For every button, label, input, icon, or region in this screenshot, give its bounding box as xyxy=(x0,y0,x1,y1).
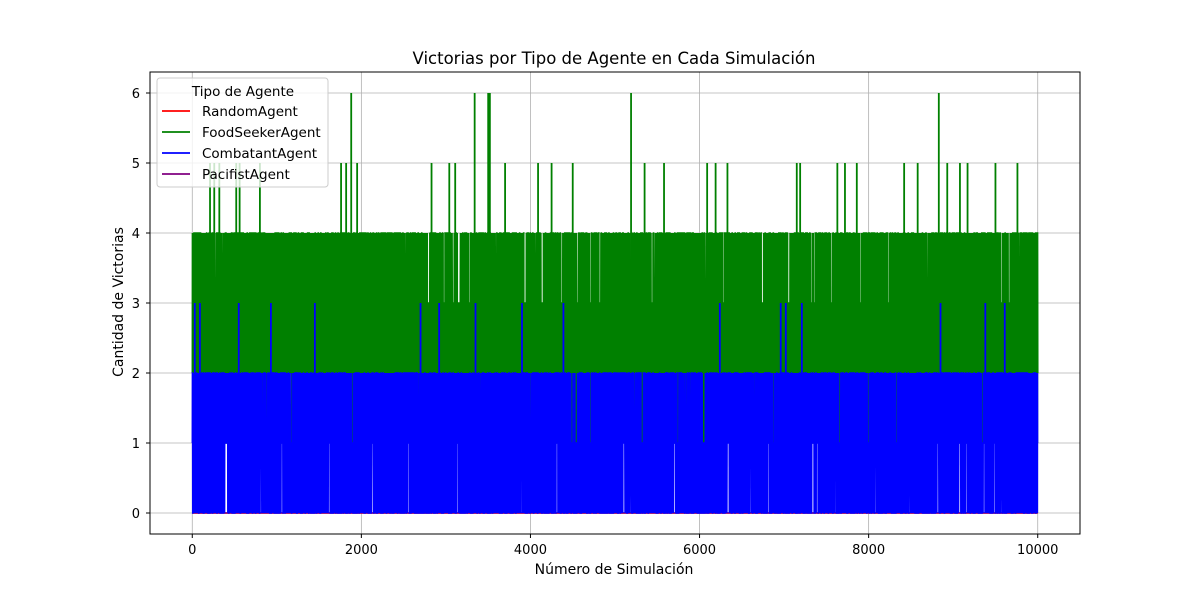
y-tick-label: 5 xyxy=(132,157,140,172)
legend-item: FoodSeekerAgent xyxy=(162,125,321,141)
chart-title: Victorias por Tipo de Agente en Cada Sim… xyxy=(413,49,816,68)
y-tick-label: 6 xyxy=(132,87,140,102)
y-tick-label: 0 xyxy=(132,507,140,522)
x-tick-label: 4000 xyxy=(514,543,547,558)
legend-title: Tipo de Agente xyxy=(191,84,294,100)
series-trace xyxy=(191,372,1039,514)
x-tick-label: 8000 xyxy=(852,543,885,558)
legend-label: RandomAgent xyxy=(202,104,298,120)
y-tick-label: 3 xyxy=(132,297,140,312)
series-combatant-agent xyxy=(191,303,1039,514)
x-tick-label: 2000 xyxy=(345,543,378,558)
legend-label: CombatantAgent xyxy=(202,146,317,162)
y-axis-label: Cantidad de Victorias xyxy=(111,227,127,377)
legend-label: FoodSeekerAgent xyxy=(202,125,321,141)
x-axis-label: Número de Simulación xyxy=(535,562,694,578)
legend: Tipo de Agente RandomAgent FoodSeekerAgen… xyxy=(156,77,329,188)
y-tick-label: 1 xyxy=(132,437,140,452)
x-tick-label: 0 xyxy=(188,543,196,558)
legend-item: PacifistAgent xyxy=(162,167,290,183)
axes: 0 2000 4000 6000 8000 10000 0 1 2 3 4 5 6 xyxy=(132,71,1081,558)
legend-item: CombatantAgent xyxy=(162,146,317,162)
legend-item: RandomAgent xyxy=(162,104,298,120)
x-tick-label: 10000 xyxy=(1017,543,1058,558)
x-tick-label: 6000 xyxy=(683,543,716,558)
y-tick-label: 2 xyxy=(132,367,140,382)
legend-label: PacifistAgent xyxy=(202,167,290,183)
series-layer xyxy=(191,93,1039,514)
legend-frame xyxy=(156,77,329,188)
y-tick-label: 4 xyxy=(132,227,140,242)
